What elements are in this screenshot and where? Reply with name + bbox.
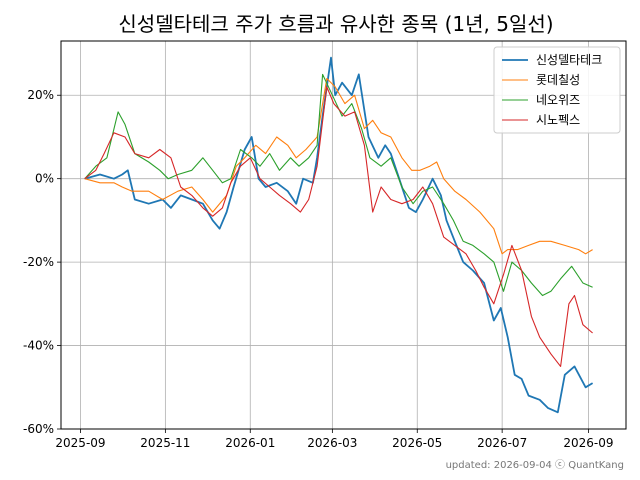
- chart-title: 신성델타테크 주가 흐름과 유사한 종목 (1년, 5일선): [118, 12, 553, 36]
- axes: 2025-09 2025-11 2026-01 2026-03 2026-05 2026-…: [23, 88, 614, 450]
- legend-label: 시노펙스: [536, 113, 580, 127]
- y-tick-label: -40%: [23, 339, 54, 353]
- series-line-1: [84, 56, 594, 414]
- series-line-4: [84, 86, 593, 367]
- x-tick-label: 2026-05: [392, 436, 442, 450]
- x-tick-label: 2026-03: [307, 436, 357, 450]
- legend-label: 롯데칠성: [536, 73, 580, 87]
- legend-label: 신성델타테크: [536, 53, 602, 67]
- footer-credit: updated: 2026-09-04 ⓒ QuantKang: [446, 459, 624, 471]
- legend-box: [493, 46, 621, 134]
- series-layer: [84, 56, 594, 414]
- x-tick-label: 2026-09: [563, 436, 613, 450]
- y-tick-label: -60%: [23, 422, 54, 436]
- x-tick-label: 2026-07: [477, 436, 527, 450]
- x-tick-label: 2026-01: [225, 436, 275, 450]
- x-tick-label: 2025-11: [140, 436, 190, 450]
- plot-frame: [60, 40, 627, 430]
- y-tick-label: 20%: [27, 88, 54, 102]
- y-tick-label: 0%: [35, 172, 54, 186]
- x-tick-label: 2025-09: [55, 436, 105, 450]
- legend-label: 네오위즈: [536, 93, 580, 107]
- y-tick-label: -20%: [23, 255, 54, 269]
- series-line-2: [84, 77, 593, 255]
- series-line-3: [84, 73, 593, 297]
